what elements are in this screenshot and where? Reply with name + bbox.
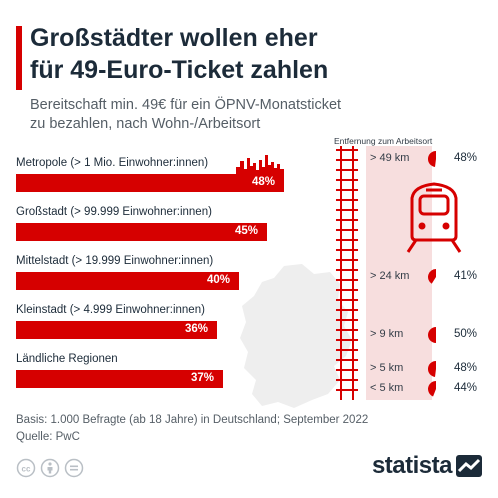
germany-map-icon: [240, 264, 352, 408]
by-attribution-icon[interactable]: [40, 458, 60, 478]
pie-marker: [427, 150, 444, 167]
bar-category-label: Großstadt (> 99.999 Einwohner:innen): [16, 206, 212, 218]
distance-label: > 49 km: [370, 152, 410, 164]
pie-value-label: 50%: [454, 328, 478, 340]
nd-license-icon[interactable]: [64, 458, 84, 478]
bar-value-label: 45%: [235, 225, 259, 237]
footer-source: Quelle: PwC: [16, 431, 80, 443]
pie-value-label: 44%: [454, 382, 478, 394]
distance-label: > 5 km: [370, 362, 404, 374]
bar-category-label: Mittelstadt (> 19.999 Einwohner:innen): [16, 255, 214, 267]
bar-category-label: Ländliche Regionen: [16, 353, 118, 365]
chart-subtitle: Bereitschaft min. 49€ für ein ÖPNV-Monat…: [30, 97, 342, 132]
distance-label: < 5 km: [370, 382, 404, 394]
bar-value-label: 40%: [207, 274, 231, 286]
pie-value-label: 41%: [454, 270, 478, 282]
title-accent-bar: [16, 26, 22, 90]
cc-license-icon[interactable]: cc: [16, 458, 36, 478]
distance-header: Entfernung zum Arbeitsort: [334, 136, 433, 146]
bar: [16, 272, 239, 290]
distance-label: > 9 km: [370, 328, 404, 340]
statista-logo-text: statista: [371, 452, 453, 479]
pie-marker: [428, 327, 444, 343]
bar: [16, 174, 284, 192]
bar-value-label: 48%: [252, 176, 276, 188]
bar-value-label: 36%: [185, 323, 209, 335]
footer-basis: Basis: 1.000 Befragte (ab 18 Jahre) in D…: [16, 414, 369, 426]
bar-category-label: Kleinstadt (> 4.999 Einwohner:innen): [16, 304, 205, 316]
pie-value-label: 48%: [454, 152, 478, 164]
chart-title: Großstädter wollen eher für 49-Euro-Tick…: [30, 24, 329, 84]
bar-value-label: 37%: [191, 372, 215, 384]
bar-category-label: Metropole (> 1 Mio. Einwohner:innen): [16, 157, 209, 169]
pie-marker: [427, 360, 444, 377]
pie-marker: [428, 381, 444, 397]
skyline-icon: [236, 155, 284, 175]
pie-value-label: 48%: [454, 362, 478, 374]
distance-label: > 24 km: [370, 270, 410, 282]
statista-logo-icon: [456, 455, 482, 477]
statista-logo[interactable]: statista: [372, 452, 482, 480]
train-icon: [406, 182, 462, 253]
pie-marker: [428, 269, 444, 285]
bar: [16, 370, 223, 388]
bar: [16, 321, 217, 339]
svg-text:cc: cc: [22, 465, 31, 474]
footer: Basis: 1.000 Befragte (ab 18 Jahre) in D…: [16, 412, 368, 446]
rail-track-icon: [336, 146, 358, 400]
bar: [16, 223, 267, 241]
